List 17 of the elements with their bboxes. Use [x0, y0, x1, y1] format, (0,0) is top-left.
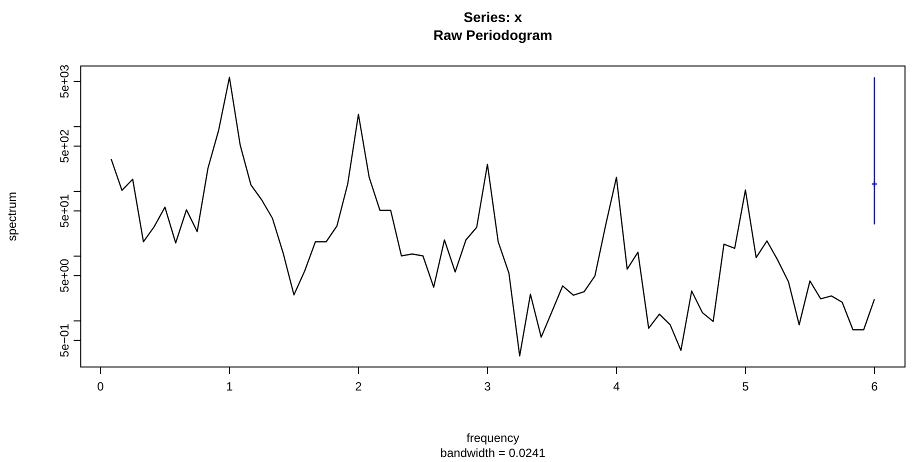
y-tick-label: 5e+01 [58, 194, 72, 228]
chart-subtitle: Raw Periodogram [433, 27, 552, 43]
x-tick-label: 1 [226, 380, 234, 394]
x-tick-label: 3 [484, 380, 492, 394]
x-tick-label: 6 [871, 380, 878, 394]
y-tick-label: 5e+03 [58, 64, 72, 98]
chart-title: Series: x [464, 9, 522, 25]
x-tick-label: 0 [97, 380, 104, 394]
x-tick-label: 2 [355, 380, 362, 394]
x-axis-title: frequency [466, 431, 520, 445]
y-tick-label: 5e−01 [58, 323, 72, 358]
y-axis-title: spectrum [5, 192, 19, 242]
y-tick-label: 5e+00 [58, 258, 72, 292]
text: bandwidth = 0.0241 [440, 446, 546, 460]
x-tick-label: 4 [613, 380, 620, 394]
y-tick-label: 5e+02 [58, 128, 72, 164]
x-tick-label: 5 [742, 380, 750, 394]
